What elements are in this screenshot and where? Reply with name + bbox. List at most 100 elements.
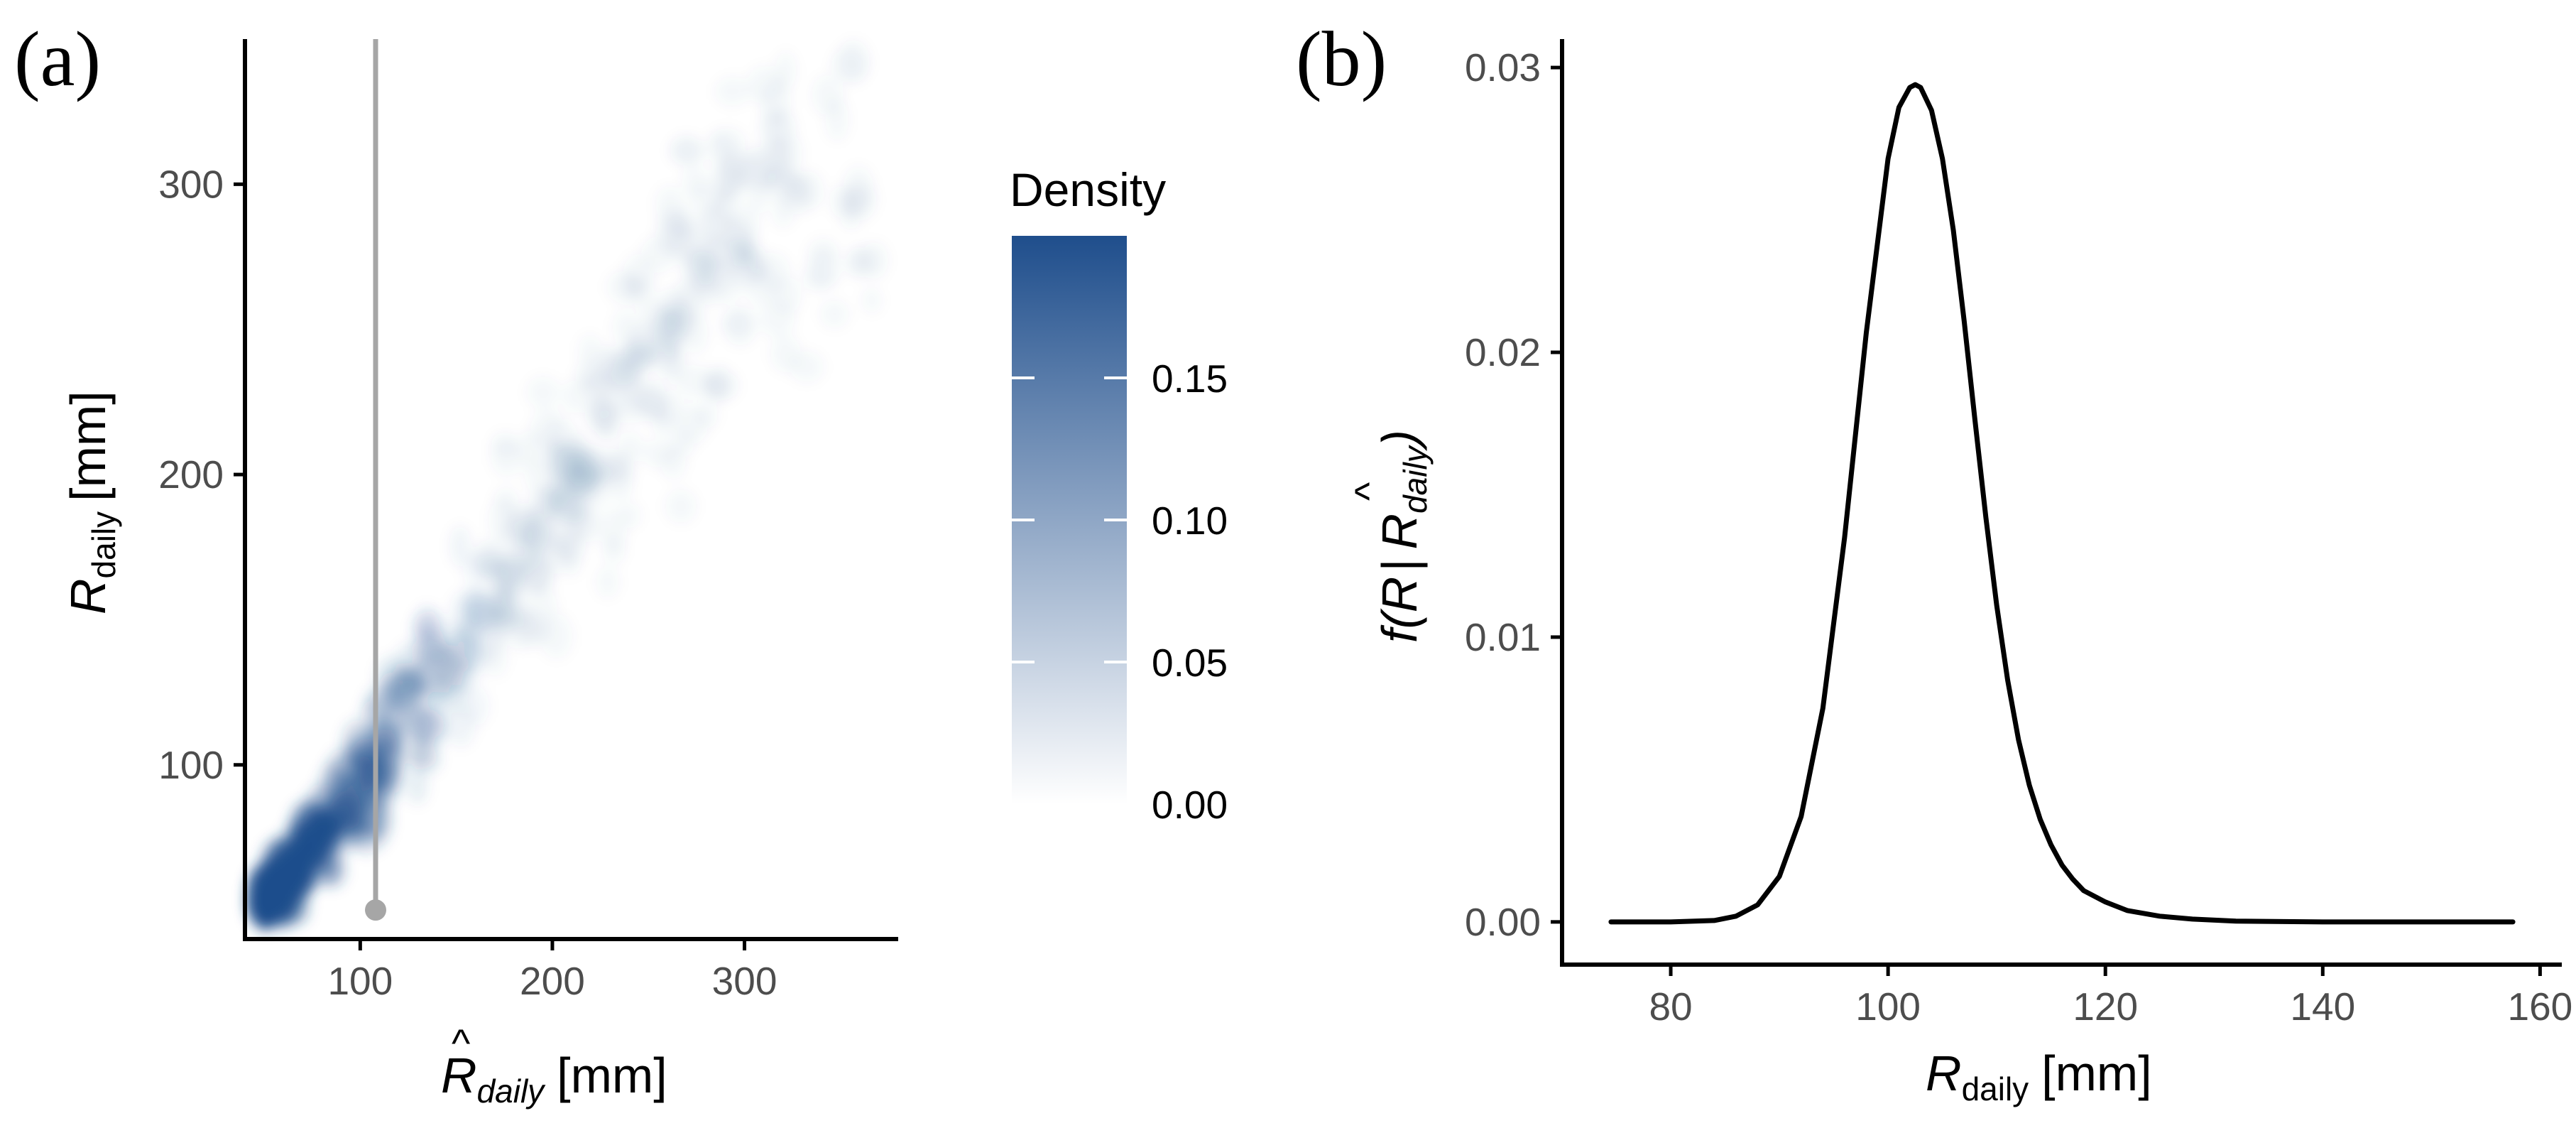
density-cell — [716, 165, 738, 202]
density-cell — [561, 380, 588, 413]
panel-b-x-title-sub: daily — [1962, 1070, 2029, 1107]
panel-b-x-title: Rdaily [mm] — [1926, 1046, 2152, 1107]
density-cell — [562, 533, 582, 577]
density-cell — [604, 454, 634, 487]
density-cell — [693, 276, 722, 305]
panel-a-x-title-hat: ^ — [452, 1021, 470, 1065]
legend-tick-label: 0.00 — [1152, 783, 1228, 827]
y-tick-label: 100 — [158, 743, 224, 787]
density-cell — [692, 235, 714, 271]
density-cell — [709, 189, 742, 225]
density-cell — [616, 396, 653, 423]
x-tick-label: 100 — [327, 959, 393, 1003]
density-cell — [627, 341, 660, 369]
density-cell — [770, 335, 801, 373]
panel-a-y-title-symbol: R — [60, 578, 116, 614]
density-cell — [775, 51, 797, 90]
panel-b-x-title-unit: [mm] — [2041, 1046, 2152, 1101]
density-cell — [772, 196, 794, 228]
density-cell — [683, 313, 709, 354]
density-cell — [709, 128, 746, 156]
density-cell — [861, 287, 882, 313]
panel-b-tag: (b) — [1296, 16, 1387, 102]
density-cell — [427, 634, 452, 679]
panel-b-y-title-symbol: R — [1372, 577, 1427, 613]
density-cell — [494, 487, 518, 514]
density-cell — [746, 179, 769, 214]
density-cell — [491, 432, 519, 458]
panel-a-axes — [243, 39, 898, 941]
panel-b: (b) 80 100 120 140 160 0.00 0.01 0.02 0.03 Rdai… — [1296, 16, 2572, 1107]
x-tick-label: 140 — [2290, 985, 2355, 1029]
density-core — [332, 791, 361, 823]
y-tick-label: 0.01 — [1465, 615, 1541, 659]
density-cell — [411, 709, 444, 739]
panel-b-y-ticks: 0.00 0.01 0.02 0.03 — [1465, 45, 1562, 944]
panel-a-x-ticks: 100 200 300 — [327, 939, 777, 1003]
density-cell — [449, 526, 471, 567]
density-cell — [840, 203, 861, 231]
panel-a-x-title-symbol: R — [441, 1048, 477, 1103]
density-cell — [446, 703, 476, 747]
density-cell — [660, 445, 686, 479]
density-cell — [825, 98, 849, 141]
density-cell — [724, 307, 758, 346]
density-cell — [838, 39, 870, 83]
density-cell — [819, 300, 849, 328]
density-cell — [596, 565, 620, 598]
density-cell — [688, 215, 719, 242]
panel-a-y-title: Rdaily [mm] — [60, 391, 122, 614]
density-cell — [655, 185, 684, 223]
legend-tick-label: 0.15 — [1152, 357, 1228, 401]
density-cell — [715, 77, 750, 107]
density-cell — [472, 601, 498, 638]
density-cell — [418, 672, 443, 703]
density-cell — [449, 592, 475, 636]
density-legend: Density 0.00 0.05 0.10 0.15 — [1010, 163, 1228, 827]
panel-b-series — [1608, 82, 2516, 925]
density-cell — [526, 376, 560, 408]
density-cell — [483, 639, 508, 677]
density-cell — [602, 536, 626, 565]
reference-marker — [365, 39, 386, 921]
density-cell — [670, 134, 702, 166]
y-tick-label: 200 — [158, 452, 224, 497]
density-cell — [781, 134, 802, 173]
density-cell — [591, 397, 621, 439]
legend-title: Density — [1010, 163, 1166, 216]
y-tick-label: 0.00 — [1465, 900, 1541, 944]
x-tick-label: 80 — [1649, 985, 1692, 1029]
density-cell — [536, 591, 557, 622]
y-tick-label: 0.02 — [1465, 330, 1541, 374]
x-tick-label: 120 — [2073, 985, 2138, 1029]
density-cell — [595, 345, 623, 376]
x-tick-label: 200 — [520, 959, 585, 1003]
panel-b-axes — [1560, 39, 2562, 967]
panel-a-y-title-unit: [mm] — [60, 391, 116, 501]
density-cell — [574, 465, 601, 498]
density-cell — [612, 310, 638, 345]
panel-b-y-title-hat: ^ — [1346, 482, 1391, 501]
panel-a-tag: (a) — [14, 16, 101, 102]
density-cell — [336, 755, 369, 784]
panel-b-y-title-bar: | — [1372, 559, 1428, 572]
panel-b-y-title-hat-symbol: R — [1372, 514, 1427, 550]
panel-a-x-title: Rdaily [mm] — [441, 1048, 667, 1110]
panel-b-x-ticks: 80 100 120 140 160 — [1649, 965, 2572, 1029]
density-cell — [546, 482, 582, 523]
panel-a-x-title-sub: daily — [477, 1073, 547, 1110]
panel-a-x-title-unit: [mm] — [557, 1048, 667, 1103]
density-cell — [406, 766, 428, 805]
panel-b-y-title-text: f(R|Rdaily) — [1372, 430, 1434, 643]
x-tick-label: 300 — [712, 959, 777, 1003]
density-cell — [759, 299, 795, 337]
density-heatmap — [246, 39, 889, 931]
density-cell — [677, 364, 713, 398]
density-cell — [665, 218, 696, 259]
reference-point — [365, 899, 386, 921]
panel-a: (a) 100 200 300 100 200 300 Rdaily [mm] ^ Rda… — [14, 16, 898, 1110]
density-cell — [760, 80, 792, 124]
panel-b-y-title: f(R|Rdaily) ^ — [1346, 430, 1434, 643]
panel-b-x-title-symbol: R — [1926, 1046, 1962, 1101]
